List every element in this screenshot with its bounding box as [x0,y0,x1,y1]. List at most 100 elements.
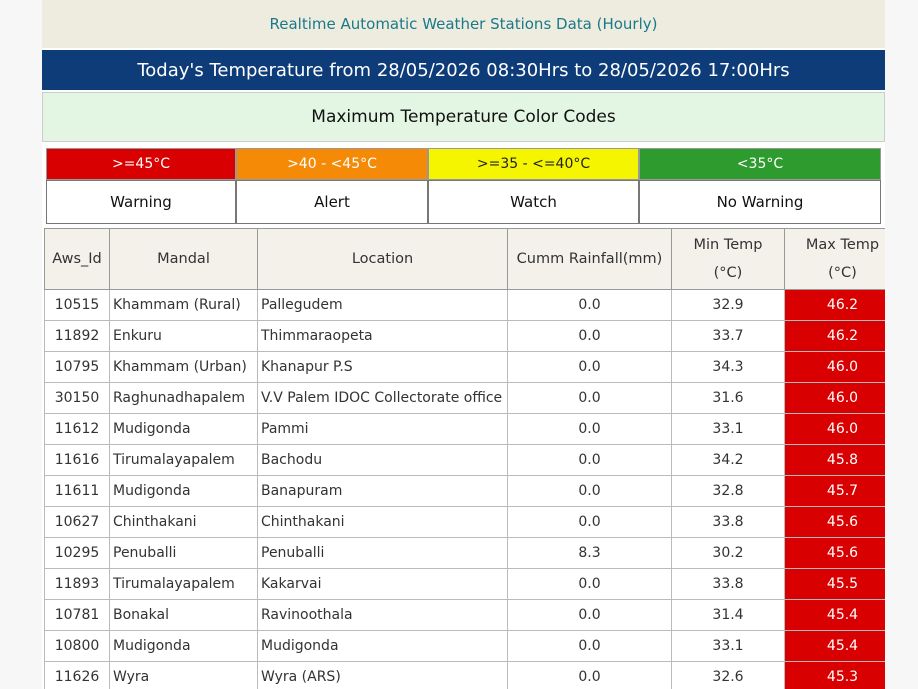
table-cell: Mudigonda [257,630,508,662]
table-cell: 46.0 [784,351,885,383]
table-cell: 0.0 [507,475,672,507]
table-cell: 11611 [44,475,110,507]
code-range: >40 - <45°C [236,148,428,180]
table-cell: 31.4 [671,599,785,631]
report: Realtime Automatic Weather Stations Data… [42,0,885,689]
table-cell: 33.8 [671,568,785,600]
table-cell: 46.2 [784,320,885,352]
table-cell: 10627 [44,506,110,538]
table-cell: 11612 [44,413,110,445]
column-header: Location [257,228,508,290]
table-cell: 0.0 [507,444,672,476]
table-row: 10627 Chinthakani Chinthakani 0.0 33.8 45.6 [44,506,885,538]
table-cell: 0.0 [507,289,672,321]
table-cell: 45.3 [784,661,885,689]
table-cell: Thimmaraopeta [257,320,508,352]
table-cell: 46.0 [784,413,885,445]
table-cell: 0.0 [507,320,672,352]
column-header: Min Temp (°C) [671,228,785,290]
table-row: 11612 Mudigonda Pammi 0.0 33.1 46.0 [44,413,885,445]
code-level: Watch [428,180,639,224]
table-cell: Penuballi [109,537,258,569]
table-cell: Khanapur P.S [257,351,508,383]
table-cell: Mudigonda [109,475,258,507]
table-cell: Enkuru [109,320,258,352]
table-cell: Wyra (ARS) [257,661,508,689]
table-cell: 0.0 [507,568,672,600]
table-cell: 45.4 [784,599,885,631]
table-cell: 0.0 [507,506,672,538]
table-cell: Chinthakani [109,506,258,538]
table-cell: 0.0 [507,630,672,662]
table-cell: 45.6 [784,537,885,569]
table-cell: 0.0 [507,599,672,631]
table-cell: Khammam (Rural) [109,289,258,321]
table-cell: 33.8 [671,506,785,538]
code-level: Alert [236,180,428,224]
table-cell: Khammam (Urban) [109,351,258,383]
table-cell: Pallegudem [257,289,508,321]
table-cell: 0.0 [507,382,672,414]
table-cell: Bonakal [109,599,258,631]
column-header: Cumm Rainfall(mm) [507,228,672,290]
table-row: 11892 Enkuru Thimmaraopeta 0.0 33.7 46.2 [44,320,885,352]
table-cell: 30150 [44,382,110,414]
table-row: 11611 Mudigonda Banapuram 0.0 32.8 45.7 [44,475,885,507]
table-cell: 45.5 [784,568,885,600]
code-range: >=45°C [46,148,236,180]
table-cell: Tirumalayapalem [109,444,258,476]
table-cell: Chinthakani [257,506,508,538]
table-cell: 46.0 [784,382,885,414]
table-row: 11616 Tirumalayapalem Bachodu 0.0 34.2 45.8 [44,444,885,476]
table-cell: 10795 [44,351,110,383]
code-range: <35°C [639,148,881,180]
table-cell: 10781 [44,599,110,631]
table-cell: Banapuram [257,475,508,507]
table-cell: 0.0 [507,351,672,383]
table-cell: 10800 [44,630,110,662]
table-row: 10795 Khammam (Urban) Khanapur P.S 0.0 34.3 4… [44,351,885,383]
table-cell: 11616 [44,444,110,476]
header-row: Aws_Id Mandal Location Cumm Rainfall(mm) Min… [44,228,885,290]
table-cell: 8.3 [507,537,672,569]
table-cell: Penuballi [257,537,508,569]
code-range: >=35 - <=40°C [428,148,639,180]
table-cell: 32.8 [671,475,785,507]
table-row: 11626 Wyra Wyra (ARS) 0.0 32.6 45.3 [44,661,885,689]
table-cell: 33.7 [671,320,785,352]
table-cell: 11892 [44,320,110,352]
table-row: 11893 Tirumalayapalem Kakarvai 0.0 33.8 45.5 [44,568,885,600]
table-cell: 45.8 [784,444,885,476]
code-level: No Warning [639,180,881,224]
table-row: 30150 Raghunadhapalem V.V Palem IDOC Colle… [44,382,885,414]
table-cell: 0.0 [507,413,672,445]
table-cell: 45.6 [784,506,885,538]
table-cell: 32.6 [671,661,785,689]
legend-title: Maximum Temperature Color Codes [42,92,885,142]
table-cell: V.V Palem IDOC Collectorate office [257,382,508,414]
column-header: Mandal [109,228,258,290]
table-cell: Wyra [109,661,258,689]
table-cell: 31.6 [671,382,785,414]
column-header: Aws_Id [44,228,110,290]
table-cell: Ravinoothala [257,599,508,631]
subtitle: Today's Temperature from 28/05/2026 08:3… [42,50,885,90]
table-row: 10515 Khammam (Rural) Pallegudem 0.0 32.9 46.… [44,289,885,321]
table-cell: 45.4 [784,630,885,662]
table-cell: 46.2 [784,289,885,321]
color-codes: >=45°C >40 - <45°C >=35 - <=40°C <35°C Warni… [46,148,885,224]
table-cell: Kakarvai [257,568,508,600]
code-level: Warning [46,180,236,224]
table-row: 10800 Mudigonda Mudigonda 0.0 33.1 45.4 [44,630,885,662]
table-cell: 34.2 [671,444,785,476]
table-cell: Raghunadhapalem [109,382,258,414]
table-cell: Mudigonda [109,630,258,662]
title: Realtime Automatic Weather Stations Data… [42,0,885,48]
column-header: Max Temp (°C) [784,228,885,290]
table-cell: 11626 [44,661,110,689]
table-cell: 34.3 [671,351,785,383]
table-cell: 11893 [44,568,110,600]
table-cell: 10515 [44,289,110,321]
table-row: 10295 Penuballi Penuballi 8.3 30.2 45.6 [44,537,885,569]
